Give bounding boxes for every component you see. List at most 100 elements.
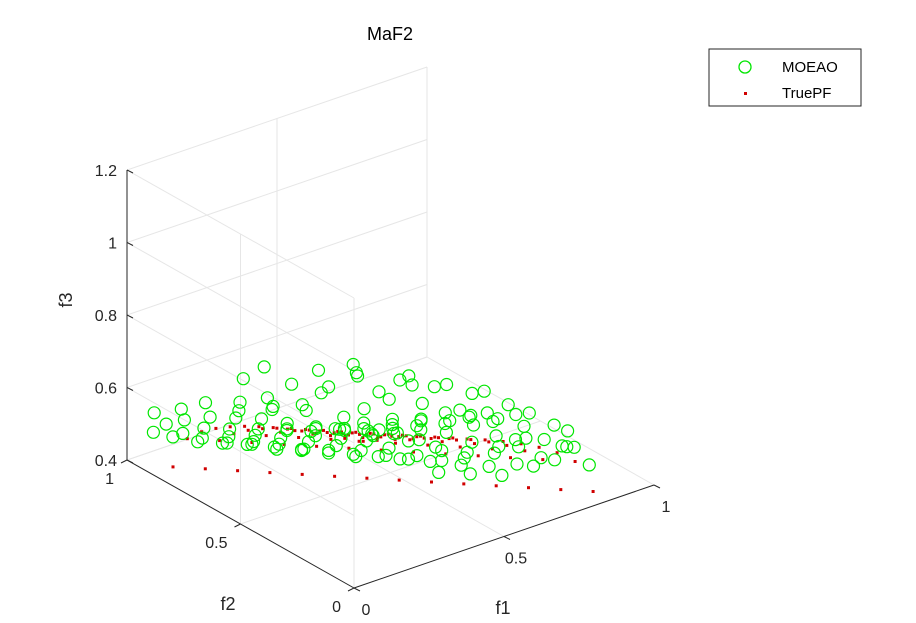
moeao-point [240,437,254,451]
grid-line [126,356,428,461]
truepf-point [271,426,275,430]
moeao-point [191,435,205,449]
moeao-point [176,426,190,440]
truepf-point [347,446,351,450]
legend-truepf-marker-icon [744,92,747,95]
truepf-point [333,474,337,478]
moeao-point [146,425,160,439]
truepf-point [537,445,541,449]
truepf-point [185,437,189,441]
moeao-point [508,433,523,447]
truepf-point [268,471,272,475]
truepf-point [307,428,311,432]
moeao-point [379,448,393,462]
truepf-point [261,427,265,431]
truepf-point [361,439,365,443]
truepf-point [476,454,480,458]
moeao-point [427,380,441,394]
truepf-point [329,434,332,438]
z-tick-label: 1.2 [95,163,117,180]
x-tick [503,536,511,540]
moeao-point [438,406,452,420]
moeao-point [454,458,468,472]
moeao-point [328,422,342,436]
truepf-point [444,452,448,456]
moeao-point [401,434,416,448]
moeao-point [322,446,336,460]
truepf-point [218,439,222,443]
moeao-point [547,418,561,432]
moeao-point [432,465,446,479]
truepf-point [350,431,354,435]
moeao-point [464,408,478,422]
moeao-point [486,414,500,429]
moeao-point [495,468,509,482]
truepf-point [297,436,301,439]
moeao-point [333,422,347,436]
truepf-point [376,436,379,440]
moeao-point [482,459,496,473]
moeao-point [346,447,360,461]
moeao-point [334,431,348,445]
truepf-point [329,437,333,441]
moeao-point [410,419,424,433]
z-tick [126,169,134,174]
moeao-point [492,439,506,454]
truepf-point [282,442,286,446]
moeao-point [285,377,299,391]
moeao-point [236,372,250,386]
moeao-point [440,377,454,392]
moeao-point [351,369,365,383]
truepf-point [509,456,512,460]
z-axis-label: f3 [56,292,76,307]
truepf-point [357,439,361,443]
moeao-point [361,424,375,438]
grid-line [126,66,428,171]
x-tick-label: 0 [362,602,371,619]
moeao-point [247,435,261,449]
truepf-point [322,428,325,432]
moeao-point [257,360,271,374]
moeao-point [294,442,309,457]
truepf-point [437,436,440,440]
truepf-point [343,436,347,440]
moeao-point [229,411,243,425]
grid-line [126,387,355,516]
moeao-point [198,396,213,410]
truepf-point [494,484,498,488]
truepf-point [440,440,444,444]
moeao-point [405,378,419,392]
moeao-point [547,453,562,467]
moeao-point [159,417,173,431]
moeao-point [582,458,596,472]
moeao-point [560,440,574,454]
moeao-point [280,416,294,430]
moeao-point [466,418,481,432]
y-axis-label: f2 [220,594,235,614]
z-tick-label: 0.6 [95,381,117,398]
truepf-point [300,429,304,433]
moeao-point [254,412,269,426]
truepf-point [455,438,458,442]
truepf-point [408,438,412,442]
moeao-point [453,403,467,417]
grid-line [126,211,428,316]
legend-box [708,48,862,107]
truepf-point [415,435,419,439]
truepf-point [365,476,369,480]
moeao-point [560,424,575,438]
truepf-point [473,442,476,446]
x-tick [653,484,661,489]
truepf-point [243,424,247,428]
moeao-series [146,357,596,482]
z-tick [126,387,134,391]
truepf-point [505,443,509,447]
legend-moeao-marker-icon [738,60,752,74]
truepf-point [469,438,473,442]
moeao-point [429,440,443,454]
truepf-point [433,435,437,439]
x-tick-label: 1 [662,499,671,516]
z-tick-label: 0.8 [95,308,117,325]
truepf-point [555,451,559,455]
truepf-point [591,490,595,493]
